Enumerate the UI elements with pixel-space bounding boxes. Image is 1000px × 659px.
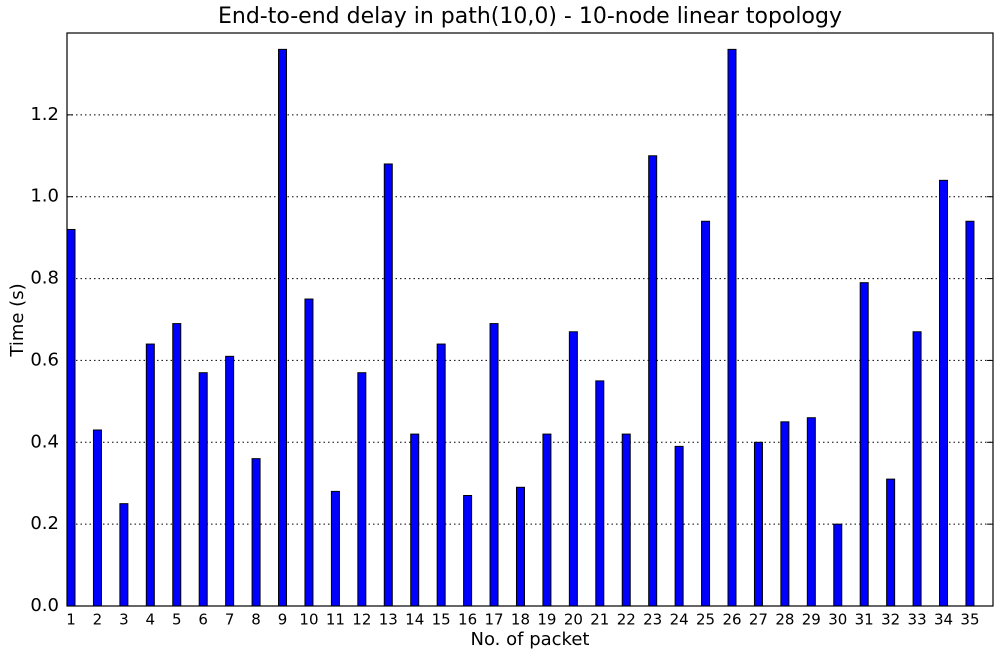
bar [383,163,393,607]
bar [304,298,314,607]
bar [119,503,129,607]
x-tick-label: 8 [251,611,261,629]
bar [463,494,473,607]
x-tick-label: 34 [934,611,953,629]
y-tick-label: 1.0 [30,186,59,207]
y-tick-label: 0.4 [30,431,59,452]
bar [410,433,420,607]
plot-frame [66,32,994,607]
x-tick-label: 24 [670,611,689,629]
bar [568,331,578,607]
bar [939,179,949,607]
bar [145,343,155,607]
bar [436,343,446,607]
x-tick-label: 31 [855,611,874,629]
x-tick-label: 9 [278,611,288,629]
bar [621,433,631,607]
bar [515,486,525,607]
bar [172,323,182,607]
x-tick-label: 20 [564,611,583,629]
x-tick-label: 17 [484,611,503,629]
bar [278,48,288,607]
x-tick-label: 14 [405,611,424,629]
x-tick-label: 32 [881,611,900,629]
x-tick-label: 30 [828,611,847,629]
bar [542,433,552,607]
x-tick-label: 1 [66,611,76,629]
bar [859,282,869,607]
bar [833,523,843,607]
x-tick-label: 13 [379,611,398,629]
x-tick-label: 3 [119,611,129,629]
x-tick-label: 2 [93,611,103,629]
bar [595,380,605,607]
x-tick-label: 29 [802,611,821,629]
chart-title: End-to-end delay in path(10,0) - 10-node… [218,4,842,29]
x-tick-label: 27 [749,611,768,629]
x-tick-label: 11 [326,611,345,629]
bar [886,478,896,607]
x-tick-label: 4 [146,611,156,629]
bar [330,490,340,607]
bar [198,372,208,607]
bar [225,355,235,607]
y-tick-label: 0.8 [30,268,59,289]
y-tick-label: 0.6 [30,349,59,370]
x-tick-label: 18 [511,611,530,629]
x-tick-label: 15 [432,611,451,629]
x-tick-label: 12 [352,611,371,629]
x-tick-label: 21 [590,611,609,629]
x-tick-label: 10 [299,611,318,629]
x-axis-label: No. of packet [471,629,590,650]
bar [965,220,975,607]
y-axis-label: Time (s) [7,283,28,357]
x-tick-label: 19 [537,611,556,629]
bar [674,445,684,607]
y-tick-label: 0.0 [30,595,59,616]
x-tick-label: 26 [722,611,741,629]
bar [753,441,763,607]
y-tick-label: 1.2 [30,104,59,125]
bar [66,228,76,607]
bar [489,323,499,607]
bar [251,458,261,607]
bar [912,331,922,607]
x-tick-label: 7 [225,611,235,629]
x-tick-label: 33 [908,611,927,629]
x-tick-label: 25 [696,611,715,629]
x-tick-label: 23 [643,611,662,629]
x-tick-label: 6 [198,611,208,629]
x-tick-label: 22 [617,611,636,629]
y-tick-label: 0.2 [30,513,59,534]
bar [806,417,816,607]
x-tick-label: 5 [172,611,182,629]
x-tick-label: 28 [775,611,794,629]
bar [780,421,790,607]
bar [727,48,737,607]
x-tick-label: 16 [458,611,477,629]
bar [92,429,102,607]
bar [357,372,367,607]
x-tick-label: 35 [960,611,979,629]
bar [648,155,658,607]
bar [701,220,711,607]
